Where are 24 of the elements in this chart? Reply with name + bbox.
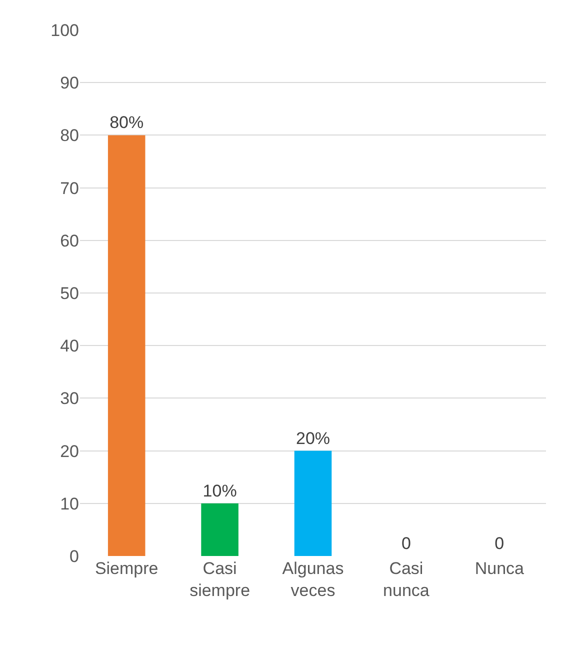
bar <box>201 503 238 556</box>
bar <box>108 135 146 556</box>
y-tick-label: 30 <box>60 389 79 408</box>
y-tick-label: 70 <box>60 178 79 198</box>
y-tick-label: 90 <box>60 74 79 93</box>
y-tick-label: 10 <box>60 494 79 514</box>
y-tick-label: 50 <box>60 284 79 303</box>
data-label: 80% <box>110 113 144 132</box>
x-tick-label: Algunas veces <box>282 559 344 600</box>
bar <box>294 450 332 556</box>
data-label: 0 <box>494 534 504 553</box>
y-tick-label: 100 <box>50 20 79 40</box>
data-label: 10% <box>202 481 237 500</box>
y-tick-label: 60 <box>60 231 79 250</box>
x-tick-label: Nunca <box>474 559 525 578</box>
y-tick-label: 40 <box>60 336 79 356</box>
y-tick-label: 80 <box>60 126 79 146</box>
data-label: 20% <box>296 428 330 448</box>
data-label: 0 <box>401 534 411 553</box>
y-tick-label: 0 <box>70 546 79 566</box>
x-tick-label: Casi siempre <box>190 559 250 600</box>
x-tick-label: Siempre <box>94 559 158 578</box>
y-tick-label: 20 <box>60 442 79 461</box>
x-tick-label: Casi nunca <box>383 559 430 600</box>
